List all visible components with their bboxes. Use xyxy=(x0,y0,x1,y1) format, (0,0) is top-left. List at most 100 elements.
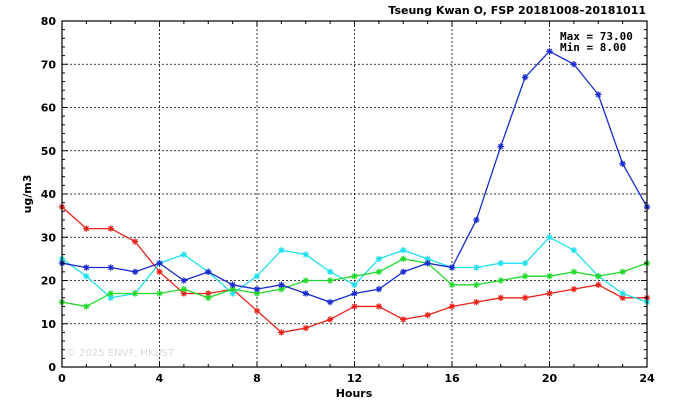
y-tick-label: 20 xyxy=(41,275,57,288)
data-point xyxy=(205,268,212,276)
data-point xyxy=(180,285,188,293)
data-point xyxy=(107,225,114,232)
data-point xyxy=(473,264,480,271)
data-point xyxy=(448,303,456,310)
x-tick-label: 12 xyxy=(347,372,362,385)
data-point xyxy=(619,290,626,297)
data-point xyxy=(302,277,309,284)
data-point xyxy=(131,290,139,297)
data-point xyxy=(546,290,553,297)
data-point xyxy=(521,294,529,301)
data-point xyxy=(448,281,456,289)
data-point xyxy=(521,260,529,267)
data-point xyxy=(497,294,504,301)
data-point xyxy=(107,264,114,271)
data-point xyxy=(278,247,285,254)
y-tick-label: 0 xyxy=(48,361,56,374)
data-point xyxy=(473,298,480,306)
y-tick-label: 80 xyxy=(41,15,57,28)
data-point xyxy=(375,268,383,276)
data-point xyxy=(424,311,431,319)
data-point xyxy=(619,294,626,301)
x-tick-label: 24 xyxy=(639,372,655,385)
data-point xyxy=(546,272,553,280)
y-axis-label: ug/m3 xyxy=(21,175,34,214)
data-point xyxy=(253,307,261,314)
y-tick-label: 30 xyxy=(41,231,57,244)
data-point xyxy=(107,290,114,297)
data-point xyxy=(326,277,334,284)
data-point xyxy=(278,285,285,293)
data-point xyxy=(619,268,626,276)
data-point xyxy=(205,294,212,301)
axis-ticks xyxy=(61,20,648,368)
data-point xyxy=(570,285,578,293)
series-layer xyxy=(58,48,651,336)
x-axis-label: Hours xyxy=(336,387,373,400)
data-point xyxy=(375,285,383,293)
y-tick-label: 10 xyxy=(41,318,57,331)
data-point xyxy=(400,247,407,254)
x-tick-label: 16 xyxy=(444,372,460,385)
x-tick-labels: 0 4 8 12 16 20 24 xyxy=(58,372,655,385)
data-point xyxy=(521,74,529,81)
chart-title: Tseung Kwan O, FSP 20181008–20181011 xyxy=(388,4,646,17)
data-point xyxy=(546,48,553,55)
y-tick-label: 40 xyxy=(41,188,57,201)
data-point xyxy=(253,285,261,293)
data-point xyxy=(521,272,529,280)
data-point xyxy=(302,251,309,258)
data-point xyxy=(326,268,334,276)
series-4 xyxy=(58,48,651,306)
data-point xyxy=(424,255,431,263)
min-stat: Min = 8.00 xyxy=(560,41,626,54)
data-point xyxy=(253,290,261,297)
data-point xyxy=(83,225,90,232)
y-tick-labels: 0 10 20 30 40 50 60 70 80 xyxy=(41,15,57,374)
data-point xyxy=(229,285,236,293)
y-tick-label: 50 xyxy=(41,145,57,158)
data-point xyxy=(83,303,90,310)
data-point xyxy=(351,281,358,289)
data-point xyxy=(131,268,139,276)
data-point xyxy=(497,260,504,267)
data-point xyxy=(351,290,358,297)
max-stat: Max = 73.00 xyxy=(560,30,633,43)
y-tick-label: 70 xyxy=(41,58,57,71)
data-point xyxy=(83,264,90,271)
x-tick-label: 20 xyxy=(542,372,558,385)
data-point xyxy=(595,272,602,280)
data-point xyxy=(278,281,285,289)
data-point xyxy=(229,281,236,289)
data-point xyxy=(229,290,236,297)
data-point xyxy=(302,324,309,332)
grid-lines xyxy=(62,21,647,367)
series-3 xyxy=(58,255,651,310)
data-point xyxy=(351,303,358,310)
data-point xyxy=(400,255,407,263)
data-point xyxy=(107,294,114,301)
series-line xyxy=(61,50,648,303)
data-point xyxy=(326,316,334,323)
data-point xyxy=(326,298,334,306)
data-point xyxy=(570,61,578,68)
watermark: © 2025 ENVF, HKUST xyxy=(66,348,175,359)
data-point xyxy=(205,290,212,297)
data-point xyxy=(156,268,163,276)
data-point xyxy=(595,281,602,289)
data-point xyxy=(180,251,188,258)
data-point xyxy=(278,329,285,336)
data-point xyxy=(570,268,578,276)
x-tick-label: 8 xyxy=(253,372,261,385)
data-point xyxy=(400,316,407,323)
data-point xyxy=(156,260,163,267)
data-point xyxy=(375,303,383,310)
data-point xyxy=(546,234,553,241)
data-point xyxy=(448,264,456,271)
data-point xyxy=(302,290,309,297)
data-point xyxy=(253,272,261,280)
data-point xyxy=(156,290,163,297)
data-point xyxy=(473,216,480,224)
data-point xyxy=(83,272,90,280)
data-point xyxy=(180,277,188,284)
